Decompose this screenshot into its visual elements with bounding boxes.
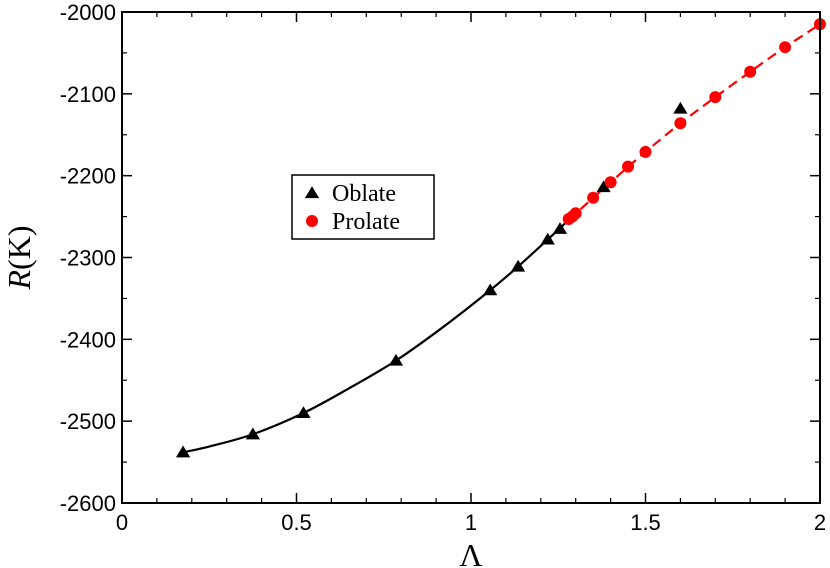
x-tick-label: 1	[465, 510, 477, 535]
x-tick-label: 2	[814, 510, 826, 535]
y-tick-label: -2300	[60, 246, 116, 271]
prolate-point	[569, 207, 582, 220]
prolate-point	[709, 91, 722, 104]
y-axis-title-unit: (K)	[1, 226, 37, 270]
y-axis-title-symbol: R	[1, 269, 37, 290]
legend-prolate-label: Prolate	[332, 209, 400, 235]
y-tick-label: -2500	[60, 409, 116, 434]
legend-prolate-marker	[306, 215, 318, 227]
y-tick-label: -2100	[60, 82, 116, 107]
x-tick-label: 1.5	[630, 510, 661, 535]
x-axis-title: Λ	[459, 537, 482, 568]
data-markers	[175, 18, 826, 458]
axis-ticks: 0 0.5 1 1.5 2 -2600 -2500 -2400 -2300 -2200 -2100 -…	[60, 0, 826, 535]
legend-oblate-label: Oblate	[332, 181, 396, 207]
y-tick-label: -2000	[60, 0, 116, 25]
oblate-point	[540, 232, 555, 245]
oblate-point	[552, 222, 568, 234]
y-tick-label: -2400	[60, 327, 116, 352]
plot-frame	[121, 11, 821, 504]
y-tick-label: -2200	[60, 164, 116, 189]
prolate-point	[674, 117, 687, 130]
oblate-point	[388, 353, 404, 366]
prolate-point	[604, 176, 617, 189]
oblate-fit-curve	[182, 219, 570, 454]
oblate-point	[510, 259, 526, 272]
oblate-point	[483, 283, 498, 296]
oblate-point	[296, 406, 311, 419]
y-tick-label: -2600	[60, 491, 116, 516]
oblate-point	[245, 427, 260, 440]
prolate-point	[587, 191, 600, 204]
fit-lines	[182, 23, 821, 454]
legend-oblate-marker	[304, 186, 320, 199]
oblate-point	[673, 101, 688, 114]
legend-box	[291, 174, 435, 240]
y-axis-title: R(K)	[1, 226, 37, 291]
prolate-point	[779, 41, 792, 54]
x-tick-label: 0	[116, 510, 128, 535]
oblate-point	[596, 180, 611, 193]
prolate-point	[744, 65, 757, 78]
oblate-point	[175, 445, 191, 458]
prolate-point	[622, 160, 635, 173]
prolate-point	[639, 145, 652, 158]
x-tick-label: 0.5	[281, 510, 312, 535]
